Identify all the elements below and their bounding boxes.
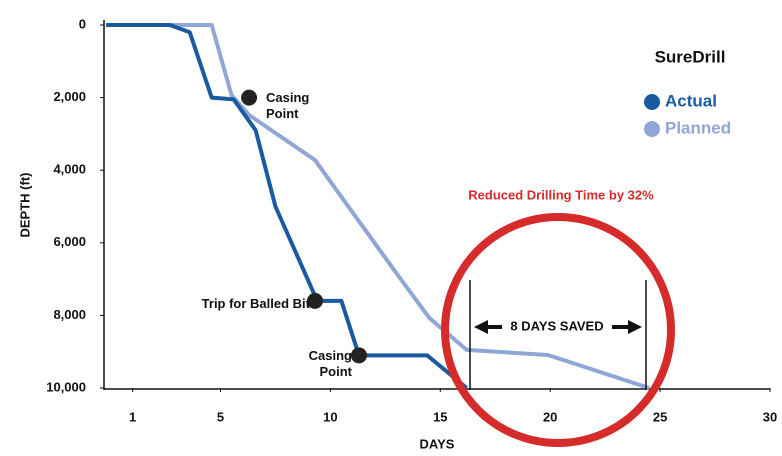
highlight-circle [441,213,675,447]
annotation: Casing Point [308,348,352,379]
x-tick-label: 10 [323,409,337,424]
series-line [106,23,650,390]
y-tick-label: 6,000 [53,234,86,249]
series-line [106,23,468,390]
legend-label: Planned [665,118,731,137]
y-tick-label: 2,000 [53,89,86,104]
annotation: Trip for Balled Bit [201,296,310,311]
y-tick-label: 0 [79,16,86,31]
annotation-marker [350,347,367,364]
legend-swatch [644,121,660,137]
annotation: Casing Point [266,90,310,121]
y-tick-label: 8,000 [53,307,86,322]
x-tick-label: 1 [129,409,136,424]
x-tick-label: 15 [433,409,447,424]
highlight-text: Reduced Drilling Time by 32% [468,187,654,202]
x-tick-label: 30 [763,409,777,424]
legend-swatch [644,94,660,110]
arrow-head [628,320,642,334]
legend-box [640,78,740,158]
y-tick-label: 4,000 [53,162,86,177]
y-axis-label: DEPTH (ft) [17,173,32,238]
y-tick-label: 10,000 [46,379,86,394]
x-axis-label: DAYS [420,436,455,451]
legend-title: SureDrill [655,47,726,66]
annotation-marker [307,292,324,309]
arrow-head [474,320,488,334]
x-tick-label: 20 [543,409,557,424]
x-tick-label: 25 [653,409,667,424]
legend-label: Actual [665,91,717,110]
savings-text: 8 DAYS SAVED [510,318,603,333]
annotation-marker [241,89,258,106]
x-tick-label: 5 [217,409,224,424]
